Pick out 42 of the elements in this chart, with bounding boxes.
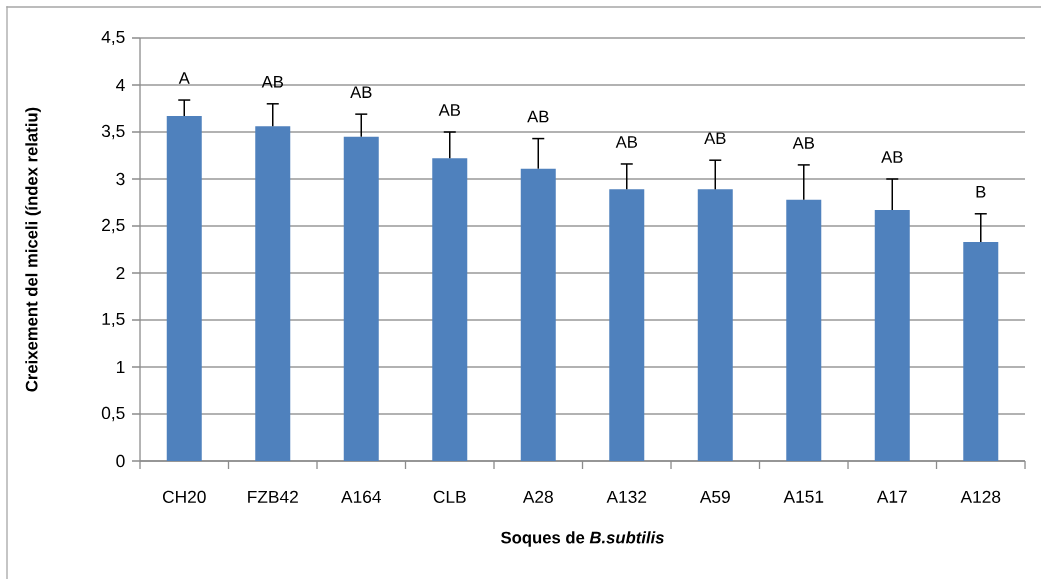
annotation: AB [792, 137, 815, 149]
annotation: AB [881, 151, 903, 163]
y-tick-label: 3,5 [101, 124, 125, 140]
bar [166, 116, 202, 461]
bar [786, 199, 822, 461]
bar [874, 210, 910, 461]
y-tick-label: 2,5 [102, 218, 125, 234]
y-tick-label: 4,5 [101, 30, 125, 46]
x-tick-label: A17 [876, 490, 907, 503]
y-tick-label: 1,5 [102, 312, 125, 328]
bar [343, 136, 379, 461]
y-tick-label: 3 [116, 172, 125, 186]
bar [255, 126, 291, 461]
annotation: A [178, 72, 190, 84]
x-tick-label: CLB [433, 490, 466, 503]
y-tick-label: 2 [116, 266, 125, 280]
annotation: AB [261, 76, 283, 88]
annotation: B [976, 186, 986, 198]
y-tick-label: 0,5 [101, 406, 125, 422]
bar [520, 168, 556, 461]
annotation: AB [527, 110, 549, 123]
annotation: AB [350, 86, 372, 98]
y-tick-label: 4 [116, 79, 125, 91]
y-tick-label: 1 [116, 361, 125, 373]
annotation: AB [704, 132, 726, 144]
x-tick-label: A28 [522, 490, 553, 503]
y-axis-title: Creixement del miceli (índex relatiu) [25, 107, 41, 392]
x-tick-label: A164 [341, 490, 381, 503]
bar [963, 241, 999, 461]
y-tick-label: 0 [116, 454, 125, 468]
x-tick-label: A128 [960, 490, 1001, 503]
x-tick-label: CH20 [162, 490, 206, 503]
x-tick-label: A59 [699, 490, 730, 503]
x-tick-label: A132 [606, 490, 647, 503]
x-tick-label: A151 [783, 490, 824, 503]
bar [697, 189, 733, 461]
annotation: AB [438, 104, 461, 116]
x-axis-title: Soques de B.subtilis [501, 531, 664, 547]
bar [432, 158, 468, 461]
bar [609, 189, 645, 461]
annotation: AB [615, 136, 638, 148]
x-tick-label: FZB42 [248, 490, 298, 503]
